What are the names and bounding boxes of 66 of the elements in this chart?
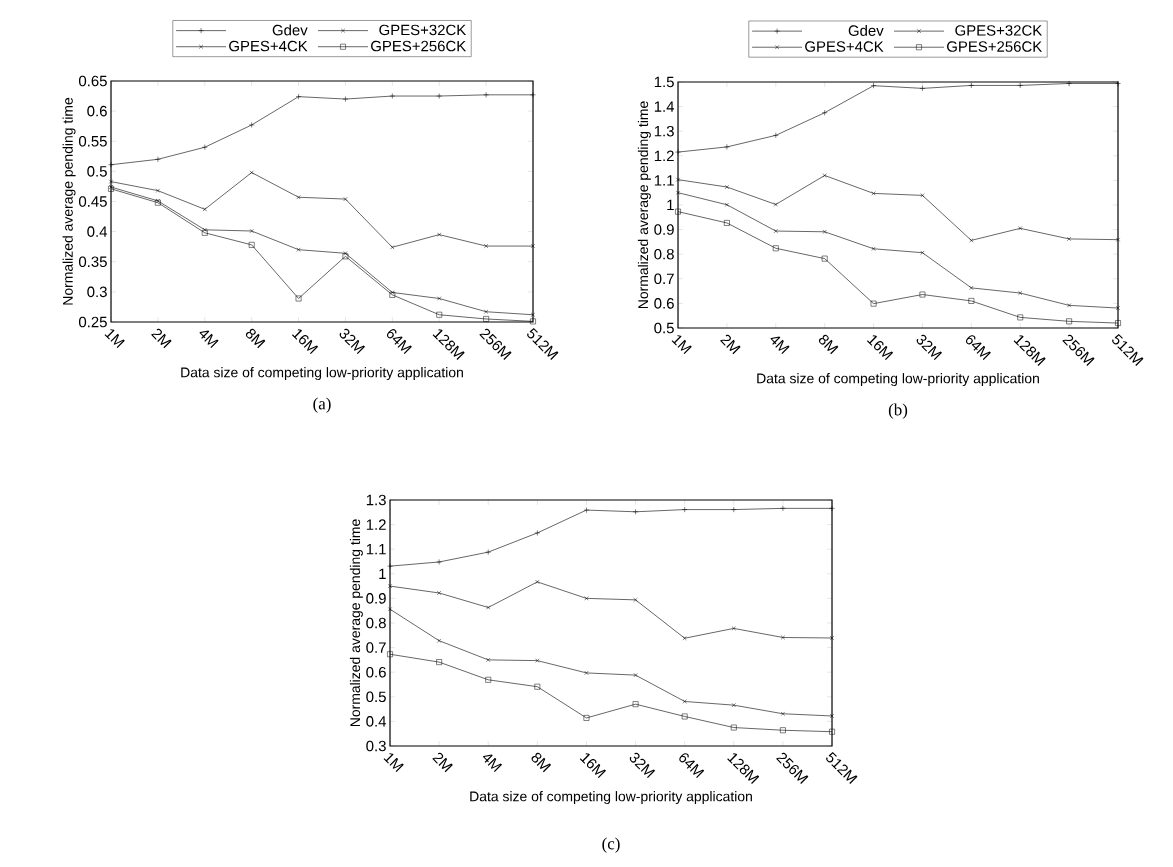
y-axis-title: Normalized average pending time — [637, 101, 651, 309]
x-axis-title: Data size of competing low-priority application — [470, 791, 752, 805]
y-tick-label: 1 — [667, 199, 674, 211]
x-tick-label: 4M — [199, 330, 219, 349]
legend-label: GPES+4CK — [805, 41, 884, 52]
x-tick-label: 8M — [818, 334, 839, 355]
y-tick-label: 0.6 — [366, 666, 386, 678]
y-tick-label: 0.8 — [366, 617, 386, 629]
y-tick-label: 0.3 — [87, 286, 107, 298]
x-tick-label: 2M — [432, 752, 453, 773]
y-tick-label: 0.5 — [366, 691, 386, 703]
x-tick-label: 4M — [770, 336, 790, 355]
y-tick-label: 0.5 — [654, 322, 674, 334]
x-tick-label: 1M — [104, 329, 125, 349]
x-tick-label: 2M — [151, 328, 172, 349]
y-tick-label: 0.5 — [87, 166, 107, 177]
y-tick-label: 1.1 — [654, 175, 674, 186]
y-tick-label: 1.4 — [654, 101, 675, 112]
legend-label: GPES+256CK — [371, 40, 467, 52]
y-tick-label: 0.25 — [78, 316, 107, 328]
x-tick-label: 2M — [720, 334, 741, 355]
x-tick-label: 8M — [531, 752, 552, 773]
y-tick-label: 0.45 — [78, 196, 107, 207]
y-axis-title: Normalized average pending time — [349, 519, 363, 727]
y-tick-label: 1 — [379, 568, 386, 579]
y-tick-label: 1.5 — [654, 76, 674, 88]
x-axis-title: Data size of competing low-priority application — [757, 373, 1039, 387]
x-tick-label: 64M — [386, 329, 412, 355]
y-tick-label: 0.7 — [654, 273, 674, 285]
text: (b) — [888, 403, 908, 419]
y-tick-label: 0.6 — [654, 298, 674, 309]
x-tick-label: 64M — [679, 753, 705, 779]
text: Gdev — [272, 24, 308, 36]
y-tick-label: 1.2 — [366, 519, 386, 530]
y-tick-label: 0.7 — [366, 642, 386, 653]
y-tick-label: 1.3 — [366, 494, 386, 506]
y-tick-label: 0.9 — [654, 224, 674, 235]
y-axis-title: Normalized average pending time — [62, 97, 76, 305]
y-tick-label: 0.4 — [366, 716, 387, 727]
x-tick-label: 64M — [965, 335, 991, 361]
y-tick-label: 1.1 — [366, 544, 386, 555]
x-tick-label: 16M — [867, 335, 894, 361]
x-tick-label: 8M — [245, 328, 266, 349]
y-tick-label: 0.55 — [78, 135, 107, 147]
text: (a) — [313, 397, 331, 413]
x-axis-title: Data size of competing low-priority application — [181, 367, 463, 381]
y-tick-label: 0.4 — [87, 226, 108, 237]
x-tick-label: 4M — [482, 754, 503, 773]
legend-label: GPES+32CK — [379, 24, 467, 36]
legend-label: GPES+4CK — [229, 40, 308, 52]
text: Gdev — [848, 24, 884, 36]
x-tick-label: 16M — [292, 329, 319, 355]
y-tick-label: 0.65 — [78, 75, 107, 87]
legend-label: GPES+32CK — [955, 25, 1043, 36]
y-tick-label: 0.3 — [366, 740, 386, 752]
x-tick-label: 1M — [671, 335, 692, 355]
legend-label: GPES+256CK — [947, 41, 1043, 52]
y-tick-label: 1.2 — [654, 150, 674, 161]
x-tick-label: 1M — [383, 753, 404, 773]
text: (c) — [602, 837, 620, 853]
y-tick-label: 0.35 — [78, 256, 107, 268]
x-tick-label: 16M — [579, 753, 607, 779]
y-tick-label: 0.8 — [654, 248, 674, 260]
y-tick-label: 1.3 — [654, 125, 674, 137]
y-tick-label: 0.9 — [366, 593, 386, 604]
y-tick-label: 0.6 — [87, 105, 107, 117]
